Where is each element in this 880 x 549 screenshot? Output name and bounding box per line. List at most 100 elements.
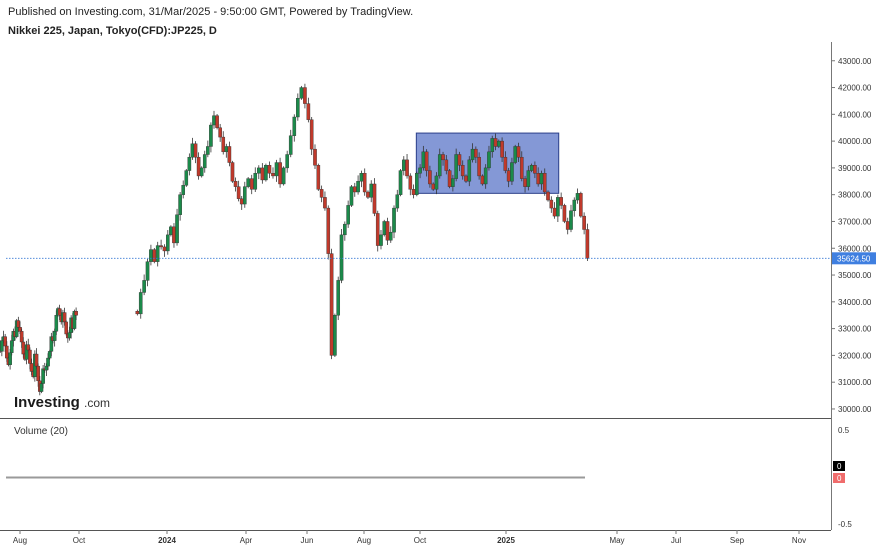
volume-badge-dark <box>833 461 845 471</box>
candle-body <box>323 197 327 209</box>
candle-body <box>215 115 219 128</box>
price-tick-label: 43000.00 <box>838 57 872 66</box>
candle-body <box>542 173 547 193</box>
candle-body <box>28 349 32 364</box>
candle-body <box>359 173 364 182</box>
candle-body <box>339 234 344 281</box>
candle-body <box>329 253 334 356</box>
time-tick-label: Oct <box>73 536 86 545</box>
candle-body <box>379 234 383 246</box>
candle-body <box>464 175 468 182</box>
price-tick-label: 40000.00 <box>838 137 872 146</box>
candles-layer <box>0 83 590 396</box>
candle-body <box>434 175 439 190</box>
published-caption: Published on Investing.com, 31/Mar/2025 … <box>8 6 414 18</box>
candle-body <box>549 199 554 209</box>
candle-body <box>278 162 282 185</box>
candle-body <box>516 146 521 158</box>
time-tick-label: May <box>609 536 624 545</box>
candle-body <box>62 312 67 323</box>
candle-body <box>346 205 350 225</box>
candle-body <box>408 175 413 190</box>
candle-body <box>178 194 182 215</box>
candle-body <box>181 185 186 195</box>
candle-body <box>253 173 258 190</box>
candle-body <box>239 198 244 205</box>
candle-body <box>477 156 481 177</box>
volume-badge-red <box>833 473 845 483</box>
price-tick-label: 33000.00 <box>838 325 872 334</box>
candle-body <box>510 162 514 182</box>
candle-body <box>159 245 163 248</box>
candle-body <box>29 363 34 372</box>
price-tick-label: 42000.00 <box>838 84 872 93</box>
candle-body <box>405 159 409 177</box>
candle-body <box>444 159 449 171</box>
candle-body <box>431 183 435 190</box>
candle-body <box>319 189 324 198</box>
candle-body <box>457 154 462 166</box>
candle-body <box>193 143 198 158</box>
candle-body <box>0 340 4 352</box>
candle-body <box>155 245 160 262</box>
candle-body <box>460 165 465 177</box>
candle-body <box>206 146 210 155</box>
candle-body <box>395 194 400 209</box>
candle-body <box>388 231 393 241</box>
candle-body <box>529 165 534 171</box>
candle-body <box>221 136 226 153</box>
candle-body <box>281 167 286 185</box>
chart-symbol-title: Nikkei 225, Japan, Tokyo(CFD):JP225, D <box>8 25 217 37</box>
candle-body <box>138 292 143 315</box>
candle-body <box>569 210 573 230</box>
candle-body <box>579 193 583 217</box>
candle-body <box>212 115 216 126</box>
candle-body <box>288 135 293 155</box>
candle-body <box>483 167 488 185</box>
candle-body <box>372 183 377 214</box>
candle-body <box>9 340 14 353</box>
time-tick-label: Aug <box>357 536 371 545</box>
time-axis[interactable]: Aug Oct 2024 Apr Jun Aug Oct 2025 May Jul Sep Nov <box>13 530 806 545</box>
candle-body <box>175 214 179 244</box>
candle-body <box>313 148 317 166</box>
candle-body <box>264 165 268 181</box>
candle-body <box>421 151 426 169</box>
volume-badge-dark-label: 0 <box>837 462 842 471</box>
price-tick-label: 39000.00 <box>838 164 872 173</box>
candle-body <box>565 221 570 230</box>
price-tick-label: 34000.00 <box>838 298 872 307</box>
time-tick-label: Sep <box>730 536 745 545</box>
candle-body <box>19 331 24 343</box>
candle-body <box>299 87 304 99</box>
candle-body <box>349 186 354 206</box>
candle-body <box>366 191 370 198</box>
candle-body <box>36 365 40 382</box>
candle-body <box>369 183 374 198</box>
volume-title: Volume (20) <box>14 426 68 437</box>
candle-body <box>292 116 297 136</box>
candle-body <box>309 119 314 150</box>
candle-body <box>539 173 544 185</box>
candle-body <box>169 226 173 236</box>
candle-body <box>67 332 72 339</box>
candle-body <box>356 181 360 193</box>
candle-body <box>546 191 550 201</box>
candle-body <box>224 146 229 153</box>
candle-body <box>411 189 416 195</box>
candle-body <box>556 197 560 217</box>
price-axis[interactable]: 43000.00 42000.00 41000.00 40000.00 39000.00… <box>831 57 872 414</box>
candle-body <box>196 156 201 177</box>
candle-body <box>246 178 250 187</box>
candle-body <box>392 207 396 233</box>
candle-body <box>142 280 146 293</box>
candle-body <box>352 186 357 193</box>
last-price-line: 35624.50 <box>6 252 876 265</box>
price-tick-label: 31000.00 <box>838 378 872 387</box>
candle-body <box>152 249 157 262</box>
investing-logo: Investing .com <box>14 394 110 411</box>
candle-body <box>202 154 207 169</box>
price-tick-label: 32000.00 <box>838 351 872 360</box>
candle-body <box>401 159 406 171</box>
